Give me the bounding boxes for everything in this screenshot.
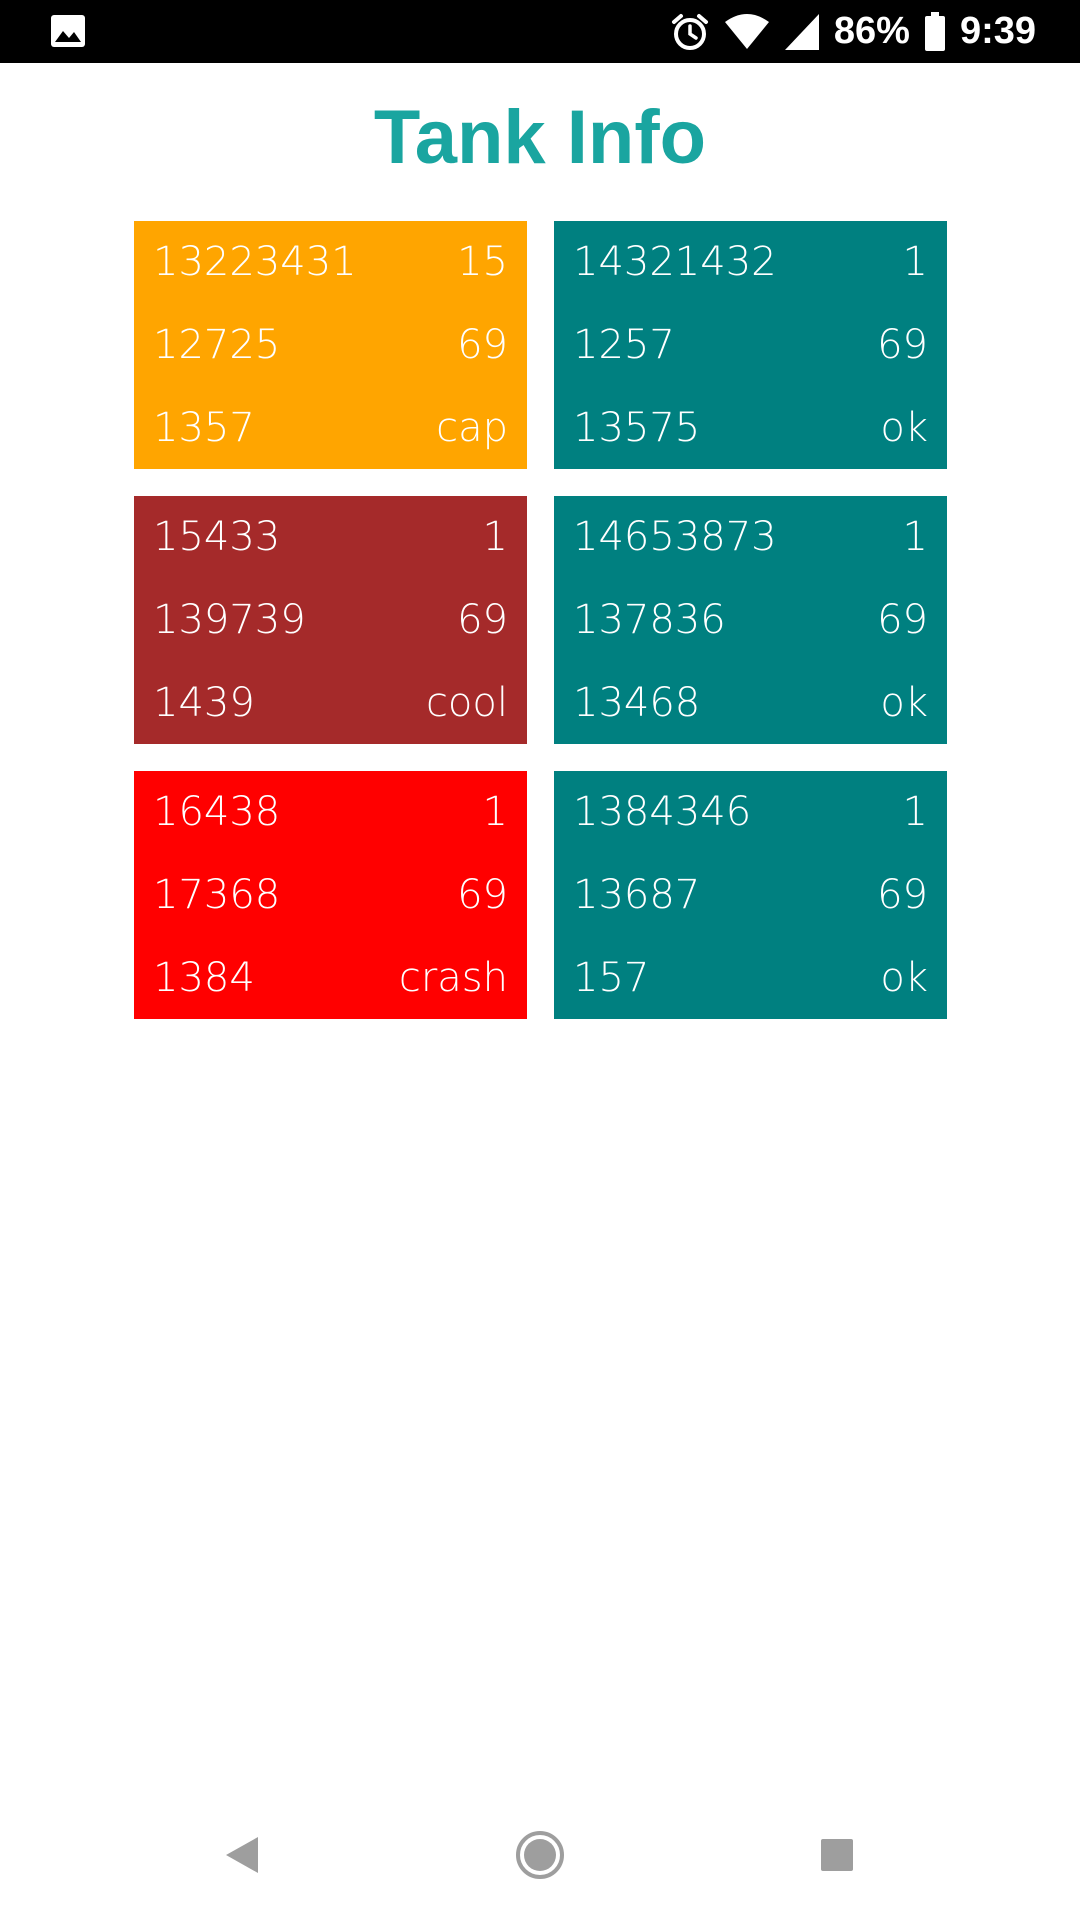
tank-row: 14653873 1 — [573, 502, 928, 572]
tank-grid: 13223431 15 12725 69 1357 cap 14321432 1 125… — [134, 221, 948, 1019]
tank-row: 137836 69 — [573, 585, 928, 655]
tank-value: 1 — [482, 514, 508, 561]
home-icon — [514, 1829, 566, 1886]
battery-percent: 86% — [833, 10, 910, 52]
tank-status: ok — [880, 679, 928, 726]
tank-value: 13687 — [573, 871, 701, 918]
tank-status: ok — [880, 954, 928, 1001]
tank-row: 1257 69 — [573, 310, 928, 380]
tank-row: 16438 1 — [153, 777, 508, 847]
tank-card[interactable]: 14653873 1 137836 69 13468 ok — [554, 496, 947, 744]
tank-row: 1384 crash — [153, 943, 508, 1013]
tank-row: 13468 ok — [573, 668, 928, 738]
tank-value: 14653873 — [573, 514, 777, 561]
tank-value: 15 — [457, 239, 508, 286]
tank-value: 12725 — [153, 321, 281, 368]
tank-value: 69 — [457, 871, 508, 918]
tank-value: 69 — [457, 321, 508, 368]
tank-value: 1257 — [573, 321, 675, 368]
navigation-bar — [0, 1792, 1080, 1920]
tank-value: 13223431 — [153, 239, 357, 286]
page-title: Tank Info — [373, 95, 707, 180]
tank-value: 13468 — [573, 679, 701, 726]
tank-row: 14321432 1 — [573, 227, 928, 297]
tank-card[interactable]: 16438 1 17368 69 1384 crash — [134, 771, 527, 1019]
recents-icon — [819, 1837, 855, 1878]
tank-row: 1439 cool — [153, 668, 508, 738]
tank-value: 69 — [457, 596, 508, 643]
clock: 9:39 — [959, 10, 1036, 52]
tank-row: 1384346 1 — [573, 777, 928, 847]
tank-row: 13223431 15 — [153, 227, 508, 297]
tank-card[interactable]: 1384346 1 13687 69 157 ok — [554, 771, 947, 1019]
tank-row: 15433 1 — [153, 502, 508, 572]
back-icon — [224, 1835, 260, 1880]
image-icon — [50, 14, 86, 48]
tank-status: cap — [436, 404, 508, 451]
tank-value: 69 — [877, 871, 928, 918]
tank-card[interactable]: 15433 1 139739 69 1439 cool — [134, 496, 527, 744]
tank-value: 69 — [877, 596, 928, 643]
tank-value: 1 — [482, 789, 508, 836]
battery-icon — [924, 11, 946, 52]
tank-value: 1 — [902, 239, 928, 286]
tank-row: 12725 69 — [153, 310, 508, 380]
back-button[interactable] — [207, 1822, 277, 1892]
recents-button[interactable] — [802, 1822, 872, 1892]
tank-row: 1357 cap — [153, 393, 508, 463]
tank-value: 1384346 — [573, 789, 752, 836]
tank-row: 13575 ok — [573, 393, 928, 463]
tank-row: 13687 69 — [573, 860, 928, 930]
tank-value: 137836 — [573, 596, 726, 643]
tank-status: cool — [425, 679, 508, 726]
alarm-icon — [670, 12, 710, 52]
signal-icon — [784, 13, 820, 51]
tank-value: 1 — [902, 514, 928, 561]
tank-status: crash — [398, 954, 508, 1001]
tank-value: 13575 — [573, 404, 701, 451]
tank-value: 1439 — [153, 679, 255, 726]
tank-value: 139739 — [153, 596, 306, 643]
tank-status: ok — [880, 404, 928, 451]
wifi-icon — [724, 13, 770, 50]
tank-value: 157 — [573, 954, 650, 1001]
tank-value: 15433 — [153, 514, 281, 561]
tank-value: 14321432 — [573, 239, 777, 286]
tank-value: 1384 — [153, 954, 255, 1001]
tank-row: 139739 69 — [153, 585, 508, 655]
status-icons: 86% 9:39 — [670, 0, 1036, 63]
tank-value: 16438 — [153, 789, 281, 836]
status-bar: 86% 9:39 — [0, 0, 1080, 63]
home-button[interactable] — [505, 1822, 575, 1892]
tank-row: 17368 69 — [153, 860, 508, 930]
tank-row: 157 ok — [573, 943, 928, 1013]
tank-value: 69 — [877, 321, 928, 368]
tank-card[interactable]: 14321432 1 1257 69 13575 ok — [554, 221, 947, 469]
tank-value: 1 — [902, 789, 928, 836]
tank-value: 1357 — [153, 404, 255, 451]
tank-card[interactable]: 13223431 15 12725 69 1357 cap — [134, 221, 527, 469]
tank-value: 17368 — [153, 871, 281, 918]
